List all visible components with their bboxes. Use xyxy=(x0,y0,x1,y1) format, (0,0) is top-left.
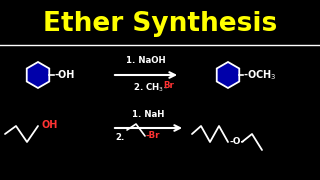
Text: 2. CH$_3$-: 2. CH$_3$- xyxy=(133,81,168,93)
Text: -O-: -O- xyxy=(229,138,244,147)
Text: 2.: 2. xyxy=(115,133,124,142)
Text: -OH: -OH xyxy=(54,70,75,80)
Text: -Br: -Br xyxy=(146,132,161,141)
Text: OH: OH xyxy=(41,120,57,130)
Polygon shape xyxy=(217,62,239,88)
Text: 1. NaH: 1. NaH xyxy=(132,110,164,119)
Polygon shape xyxy=(27,62,49,88)
Text: Ether Synthesis: Ether Synthesis xyxy=(43,11,277,37)
Text: 1. NaOH: 1. NaOH xyxy=(126,56,166,65)
Text: Br: Br xyxy=(163,81,174,90)
Text: -OCH$_3$: -OCH$_3$ xyxy=(243,68,277,82)
